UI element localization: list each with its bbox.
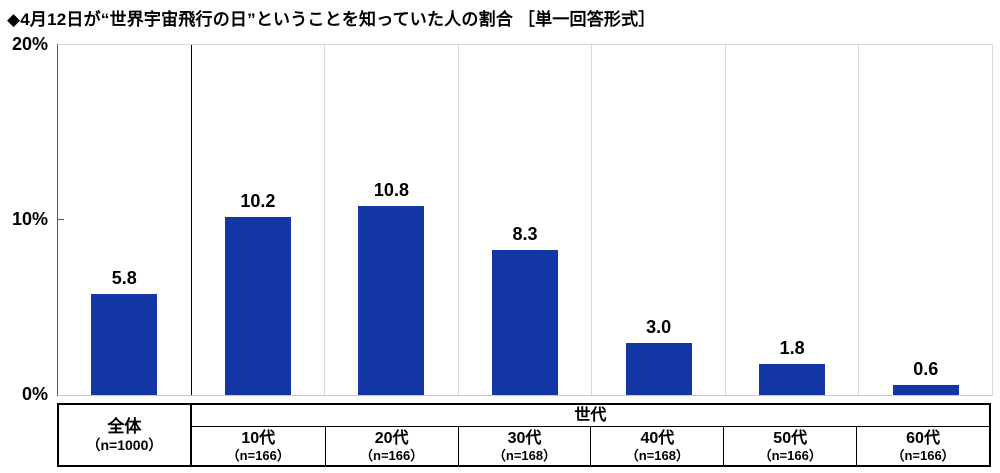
- y-axis-tick-10: [57, 219, 64, 220]
- generation-label: 50代: [773, 429, 808, 447]
- y-axis-label-0: 0%: [21, 384, 48, 404]
- chart-column-10s: 10.2: [190, 45, 325, 395]
- bar-value-label: 0.6: [913, 358, 939, 379]
- chart-column-60s: 0.6: [858, 45, 992, 395]
- table-cell-20s: 20代 （n=166）: [324, 427, 458, 465]
- total-n: （n=1000）: [86, 437, 163, 453]
- generation-n: （n=168）: [492, 447, 557, 463]
- table-cell-total: 全体 （n=1000）: [59, 405, 192, 465]
- generation-n: （n=166）: [758, 447, 822, 463]
- bar-value-label: 8.3: [512, 223, 538, 244]
- generation-label: 30代: [507, 429, 542, 447]
- table-cell-40s: 40代 （n=168）: [590, 427, 723, 465]
- bar-value-label: 3.0: [646, 316, 672, 337]
- y-axis-label-10: 10%: [11, 209, 48, 229]
- table-cell-50s: 50代 （n=166）: [723, 427, 856, 465]
- generation-label: 10代: [241, 429, 276, 447]
- total-label: 全体: [107, 417, 142, 436]
- generation-label: 20代: [374, 429, 409, 447]
- table-generation-header: 世代: [191, 405, 989, 427]
- bar-value-label: 10.2: [240, 190, 276, 211]
- bar-value-label: 1.8: [779, 337, 805, 358]
- chart-column-50s: 1.8: [724, 45, 859, 395]
- table-cell-30s: 30代 （n=168）: [457, 427, 591, 465]
- generation-n: （n=166）: [226, 447, 290, 463]
- bar-10s: [224, 216, 291, 395]
- bar-40s: [625, 342, 692, 395]
- chart-column-20s: 10.8: [324, 45, 458, 395]
- y-axis-label-20: 20%: [11, 34, 48, 54]
- chart-column-30s: 8.3: [457, 45, 592, 395]
- bar-value-label: 10.8: [373, 180, 409, 200]
- table-cell-10s: 10代 （n=166）: [192, 427, 325, 465]
- table-cell-60s: 60代 （n=166）: [856, 427, 989, 465]
- bar-50s: [759, 363, 826, 395]
- bar-value-label: 5.8: [111, 267, 137, 288]
- generation-label: 40代: [640, 429, 675, 447]
- bar-60s: [892, 384, 959, 395]
- generation-label: 60代: [906, 429, 940, 447]
- chart-column-zentai: 5.8: [58, 45, 191, 395]
- generation-n: （n=166）: [360, 447, 424, 463]
- chart-column-40s: 3.0: [591, 45, 725, 395]
- sample-size-table: 全体 （n=1000） 世代 10代 （n=166） 20代 （n=166） 3…: [57, 403, 991, 467]
- generation-n: （n=168）: [625, 447, 689, 463]
- plot-area: 5.8 10.2 10.8 8.3 3.0 1.8 0.6: [57, 44, 993, 396]
- bar-20s: [358, 206, 425, 395]
- chart-title: ◆4月12日が“世界宇宙飛行の日”ということを知っていた人の割合 ［単一回答形式…: [7, 10, 656, 29]
- bar-30s: [492, 249, 559, 395]
- generation-n: （n=166）: [891, 447, 955, 463]
- bar-zentai: [91, 293, 158, 395]
